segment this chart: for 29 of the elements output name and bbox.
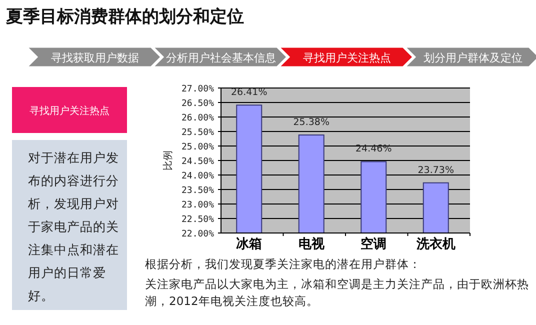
y-tick-label: 23.50% — [181, 186, 215, 196]
text: 根据分析，我们发现夏季关注家电的潜在用户群体： — [145, 256, 422, 273]
y-tick-label: 24.50% — [181, 157, 215, 167]
y-tick-label: 26.00% — [181, 114, 215, 124]
text: 分析用户社会基本信息 — [166, 52, 276, 64]
y-tick-label: 23.00% — [181, 200, 215, 210]
y-tick-label: 26.50% — [181, 99, 215, 109]
text: 对于潜在用户发布的内容进行分析，发现用户对于家电产品的关注集中点和潜在用户的日常爱好。 — [28, 149, 120, 305]
x-tick-label: 冰箱 — [236, 236, 262, 252]
text: 关注家电产品以大家电为主，冰箱和空调是主力关注产品，由于欧洲杯热潮，2012年电视关注度也较高。 — [145, 276, 530, 310]
text: 划分用户群体及定位 — [424, 52, 522, 64]
y-tick-label: 24.00% — [181, 172, 215, 182]
x-tick-label: 电视 — [298, 236, 326, 252]
data-label: 25.38% — [293, 116, 330, 128]
text: 寻找用户关注热点 — [30, 105, 110, 117]
x-tick-label: 洗衣机 — [415, 236, 456, 252]
data-label: 23.73% — [418, 164, 454, 176]
chart-title: 夏季目标消费群体的划分和定位 — [5, 7, 244, 27]
text: 寻找获取用户数据 — [51, 52, 139, 64]
y-axis-title: 比例 — [162, 150, 174, 170]
y-tick-label: 22.50% — [181, 215, 215, 225]
data-label: 26.41% — [231, 87, 268, 98]
y-tick-label: 22.00% — [181, 230, 215, 240]
x-tick-label: 空调 — [360, 236, 387, 252]
data-label: 24.46% — [356, 144, 392, 155]
y-tick-label: 25.00% — [181, 142, 215, 152]
y-tick-label: 27.00% — [181, 84, 215, 94]
y-tick-label: 25.50% — [181, 128, 215, 138]
text: 寻找用户关注热点 — [303, 52, 391, 64]
